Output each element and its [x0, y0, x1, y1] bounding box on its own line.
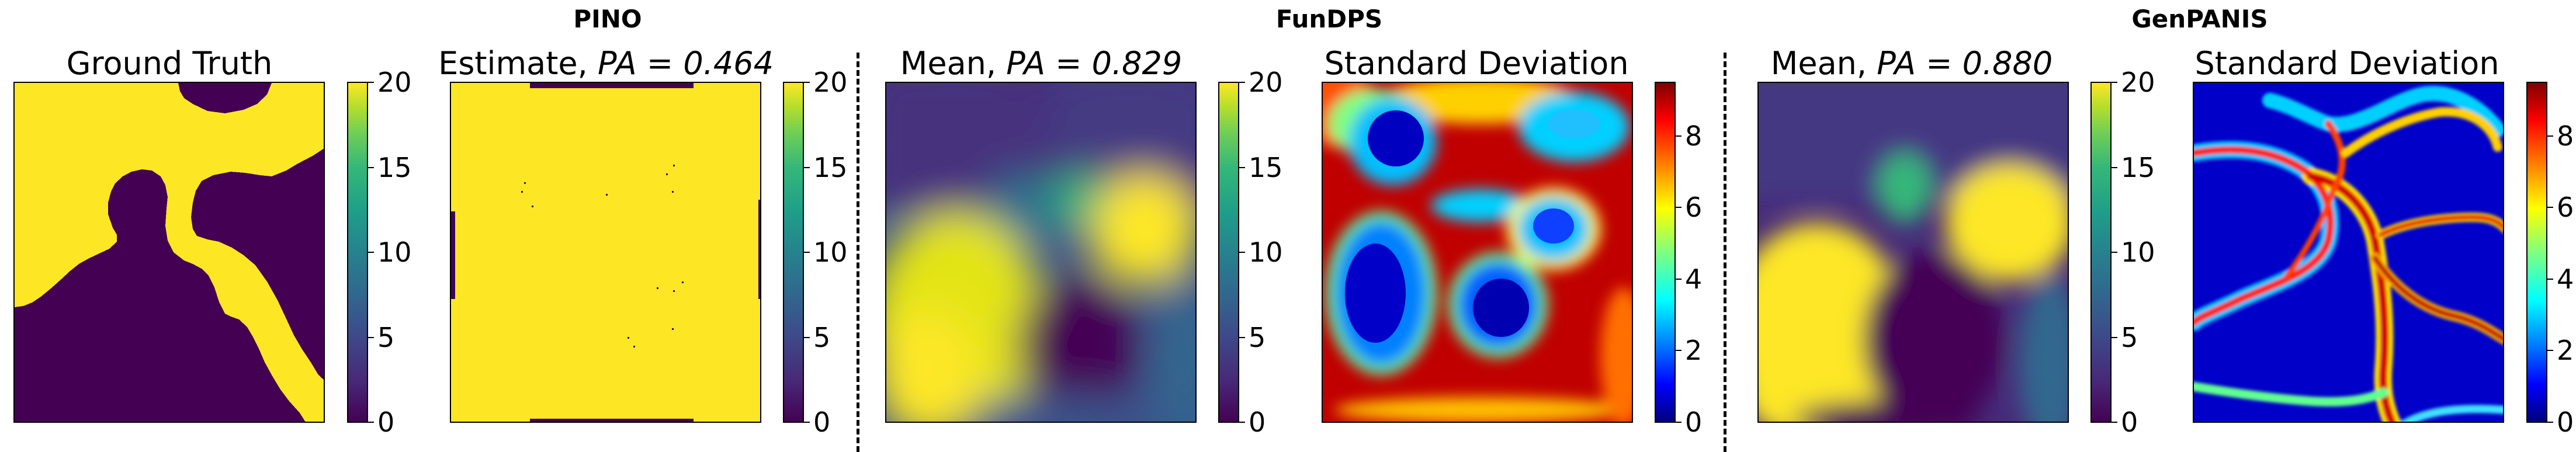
colorbar-viridis: [347, 82, 368, 423]
colorbar-jet: [1655, 82, 1676, 423]
colorbar-tick-mark: [368, 422, 374, 423]
colorbar-tick-mark: [2112, 82, 2117, 83]
colorbar-tick-label: 15: [1249, 151, 1283, 183]
panel-title: Standard Deviation: [2194, 48, 2499, 79]
colorbar-tick-mark: [1676, 422, 1681, 423]
colorbar-tick-label: 10: [813, 237, 848, 268]
colorbar-tick-mark: [2547, 135, 2553, 137]
colorbar-tick-label: 5: [813, 321, 831, 353]
colorbar-tick-mark: [1239, 166, 1245, 168]
fundps-std-map: [1322, 82, 1633, 423]
colorbar-tick-mark: [804, 82, 810, 83]
colorbar-tick-mark: [804, 336, 810, 338]
colorbar-tick-mark: [368, 336, 374, 338]
panel-title: Estimate, PA = 0.464: [438, 48, 774, 79]
panel-title-text: Estimate,: [438, 45, 598, 82]
colorbar-tick-mark: [2547, 350, 2553, 352]
colorbar-tick-label: 20: [2121, 67, 2155, 98]
colorbar-tick-mark: [1239, 336, 1245, 338]
genpanis-mean-map: [1757, 82, 2069, 423]
colorbar-tick-label: 2: [2557, 335, 2574, 367]
colorbar-tick-mark: [1676, 135, 1681, 137]
colorbar-tick-label: 0: [1249, 406, 1266, 438]
colorbar-tick-label: 4: [2557, 263, 2574, 295]
colorbar-tick-label: 8: [2557, 120, 2574, 152]
colorbar-tick-mark: [368, 82, 374, 83]
colorbar-tick-label: 6: [2557, 192, 2574, 224]
colorbar-tick-label: 10: [2121, 237, 2155, 268]
colorbar-tick-mark: [2547, 278, 2553, 280]
colorbar-tick-mark: [2547, 422, 2553, 423]
genpanis-std-map: [2193, 82, 2504, 423]
fundps-mean-map: [885, 82, 1197, 423]
panel-title: Standard Deviation: [1324, 48, 1628, 79]
colorbar-tick-mark: [2112, 422, 2117, 423]
colorbar-tick-label: 15: [377, 151, 412, 183]
group-divider: [857, 53, 859, 452]
colorbar-tick-label: 6: [1685, 192, 1703, 224]
panel-title-pa: PA = 0.464: [597, 45, 774, 82]
colorbar-tick-mark: [1676, 278, 1681, 280]
colorbar-tick-label: 8: [1685, 120, 1703, 152]
panel-title-text: Ground Truth: [66, 45, 273, 82]
colorbar-tick-mark: [368, 166, 374, 168]
pino-estimate-map: [450, 82, 761, 423]
colorbar-tick-mark: [1676, 207, 1681, 208]
colorbar-tick-label: 0: [1685, 406, 1703, 438]
colorbar-tick-mark: [804, 422, 810, 423]
colorbar-tick-mark: [2547, 207, 2553, 208]
colorbar-tick-label: 10: [1249, 237, 1283, 268]
colorbar-tick-label: 0: [2121, 406, 2138, 438]
ground-truth-map: [13, 82, 325, 423]
colorbar-tick-mark: [804, 166, 810, 168]
colorbar-tick-label: 20: [377, 67, 412, 98]
colorbar-tick-mark: [2112, 336, 2117, 338]
panel-title-text: Standard Deviation: [2194, 45, 2499, 82]
panel-title: Mean, PA = 0.829: [900, 48, 1182, 79]
colorbar-tick-mark: [1239, 422, 1245, 423]
colorbar-tick-label: 0: [813, 406, 831, 438]
group-title-pino: PINO: [573, 5, 642, 33]
colorbar-tick-label: 0: [377, 406, 395, 438]
panel-title-text: Mean,: [900, 45, 1007, 82]
colorbar-tick-mark: [1239, 82, 1245, 83]
colorbar-jet: [2526, 82, 2547, 423]
colorbar-tick-label: 20: [813, 67, 848, 98]
group-title-genpanis: GenPANIS: [2131, 5, 2268, 33]
panel-title: Mean, PA = 0.880: [1771, 48, 2053, 79]
colorbar-tick-label: 15: [2121, 151, 2155, 183]
colorbar-tick-label: 5: [1249, 321, 1266, 353]
colorbar-tick-mark: [804, 252, 810, 253]
colorbar-tick-label: 4: [1685, 263, 1703, 295]
colorbar-tick-mark: [2112, 166, 2117, 168]
colorbar-tick-mark: [1239, 252, 1245, 253]
colorbar-viridis: [783, 82, 804, 423]
colorbar-tick-label: 0: [2557, 406, 2574, 438]
colorbar-viridis: [2090, 82, 2112, 423]
colorbar-tick-mark: [1676, 350, 1681, 352]
group-title-fundps: FunDPS: [1275, 5, 1383, 33]
colorbar-tick-label: 10: [377, 237, 412, 268]
panel-title: Ground Truth: [67, 48, 273, 79]
panel-title-text: Standard Deviation: [1324, 45, 1629, 82]
colorbar-tick-label: 2: [1685, 335, 1703, 367]
colorbar-tick-label: 20: [1249, 67, 1283, 98]
panel-title-pa: PA = 0.829: [1006, 45, 1183, 82]
colorbar-tick-mark: [2112, 252, 2117, 253]
colorbar-tick-label: 15: [813, 151, 848, 183]
panel-title-text: Mean,: [1770, 45, 1877, 82]
colorbar-viridis: [1218, 82, 1239, 423]
colorbar-tick-label: 5: [2121, 321, 2138, 353]
group-divider: [1724, 53, 1726, 452]
colorbar-tick-label: 5: [377, 321, 395, 353]
colorbar-tick-mark: [368, 252, 374, 253]
panel-title-pa: PA = 0.880: [1877, 45, 2053, 82]
